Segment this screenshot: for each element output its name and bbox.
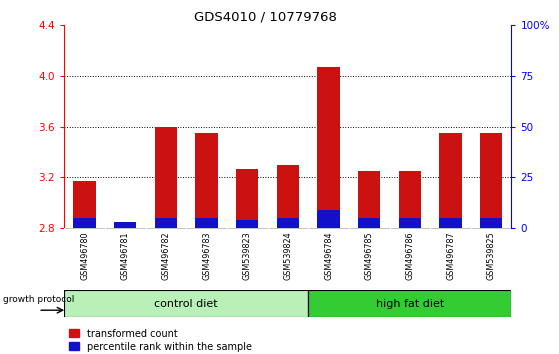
Text: GSM496780: GSM496780 — [80, 232, 89, 280]
Text: high fat diet: high fat diet — [376, 298, 444, 309]
Bar — [73, 181, 96, 228]
Text: GSM539825: GSM539825 — [487, 232, 496, 280]
Bar — [155, 127, 177, 228]
Bar — [480, 133, 503, 228]
Bar — [358, 171, 380, 228]
Text: GSM496787: GSM496787 — [446, 232, 455, 280]
Text: GSM539823: GSM539823 — [243, 232, 252, 280]
Text: GSM496784: GSM496784 — [324, 232, 333, 280]
Bar — [439, 218, 462, 228]
Text: GSM496782: GSM496782 — [162, 232, 170, 280]
Text: GSM496786: GSM496786 — [405, 232, 414, 280]
Bar — [308, 290, 511, 317]
Text: GSM496783: GSM496783 — [202, 232, 211, 280]
Text: GSM496781: GSM496781 — [121, 232, 130, 280]
Bar — [196, 218, 218, 228]
Bar — [155, 218, 177, 228]
Bar — [318, 210, 340, 228]
Bar — [277, 165, 299, 228]
Text: control diet: control diet — [154, 298, 218, 309]
Bar — [114, 223, 136, 228]
Bar — [73, 218, 96, 228]
Bar — [236, 220, 258, 228]
Bar — [277, 218, 299, 228]
Bar — [196, 133, 218, 228]
Text: GSM539824: GSM539824 — [283, 232, 292, 280]
Bar — [439, 133, 462, 228]
Text: GSM496785: GSM496785 — [364, 232, 374, 280]
Bar — [358, 218, 380, 228]
Bar — [399, 171, 421, 228]
Bar — [399, 218, 421, 228]
Bar — [64, 290, 308, 317]
Text: growth protocol: growth protocol — [3, 295, 74, 304]
Bar — [480, 218, 503, 228]
Bar — [318, 67, 340, 228]
Legend: transformed count, percentile rank within the sample: transformed count, percentile rank withi… — [69, 329, 252, 352]
Title: GDS4010 / 10779768: GDS4010 / 10779768 — [194, 11, 337, 24]
Bar — [114, 222, 136, 228]
Bar — [236, 169, 258, 228]
